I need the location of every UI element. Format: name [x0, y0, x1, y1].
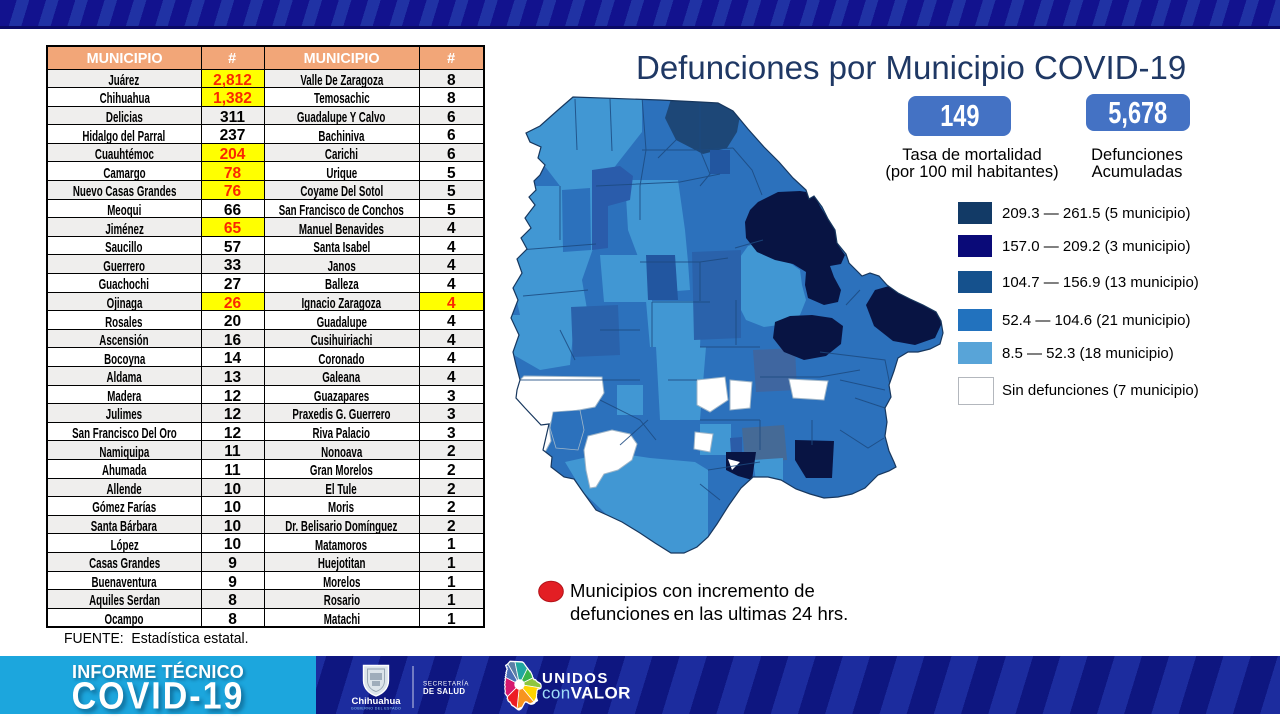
- svg-text:SECRETARÍA: SECRETARÍA: [423, 681, 469, 688]
- svg-text:conVALOR: conVALOR: [542, 684, 631, 703]
- svg-text:DE SALUD: DE SALUD: [423, 687, 465, 696]
- svg-text:GOBIERNO DEL ESTADO: GOBIERNO DEL ESTADO: [351, 707, 401, 711]
- svg-text:Chihuahua: Chihuahua: [351, 696, 401, 707]
- svg-text:UNIDOS: UNIDOS: [542, 670, 609, 687]
